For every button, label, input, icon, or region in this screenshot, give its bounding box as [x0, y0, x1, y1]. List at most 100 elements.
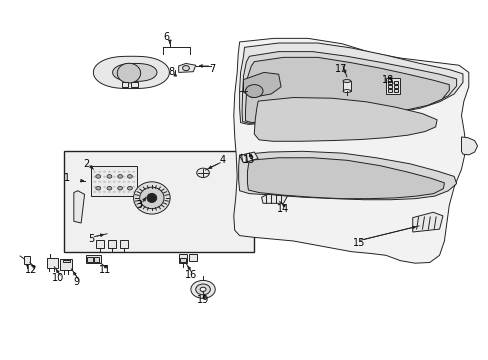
Polygon shape: [412, 212, 442, 232]
Circle shape: [118, 181, 121, 183]
Circle shape: [98, 181, 101, 183]
Circle shape: [245, 85, 263, 98]
Circle shape: [113, 186, 116, 188]
Text: 16: 16: [184, 270, 197, 280]
Text: 9: 9: [73, 277, 79, 287]
Bar: [387, 81, 391, 84]
Text: 5: 5: [88, 234, 94, 244]
Ellipse shape: [342, 80, 350, 82]
Bar: [87, 257, 93, 262]
Bar: [387, 89, 391, 92]
Text: 13: 13: [243, 155, 255, 165]
Bar: [86, 255, 101, 263]
Circle shape: [132, 191, 135, 193]
Text: 6: 6: [163, 32, 169, 41]
Circle shape: [103, 186, 106, 188]
Polygon shape: [247, 158, 444, 199]
Circle shape: [127, 191, 130, 193]
Polygon shape: [242, 51, 456, 123]
Circle shape: [132, 176, 135, 178]
Polygon shape: [96, 240, 103, 248]
Circle shape: [196, 168, 209, 177]
Bar: [60, 259, 72, 270]
Text: 15: 15: [352, 238, 365, 248]
Circle shape: [118, 176, 121, 178]
Circle shape: [108, 176, 111, 178]
Circle shape: [195, 284, 210, 295]
Circle shape: [122, 176, 125, 178]
Circle shape: [98, 171, 101, 173]
Circle shape: [103, 191, 106, 193]
Circle shape: [127, 186, 130, 188]
Circle shape: [122, 171, 125, 173]
Circle shape: [127, 186, 132, 190]
Text: 3: 3: [136, 200, 142, 210]
Circle shape: [103, 176, 106, 178]
Circle shape: [93, 186, 96, 188]
Circle shape: [122, 181, 125, 183]
Circle shape: [98, 191, 101, 193]
Bar: [131, 82, 138, 87]
Ellipse shape: [117, 63, 141, 83]
Text: 1: 1: [63, 173, 69, 183]
Text: 18: 18: [382, 75, 394, 85]
Text: 10: 10: [52, 273, 64, 283]
Circle shape: [107, 175, 112, 178]
Circle shape: [200, 287, 205, 292]
Polygon shape: [112, 63, 157, 81]
Circle shape: [113, 181, 116, 183]
Circle shape: [96, 175, 101, 178]
Bar: [24, 256, 30, 264]
Circle shape: [182, 66, 189, 71]
Bar: [64, 151, 254, 252]
Polygon shape: [233, 39, 468, 263]
Ellipse shape: [342, 90, 350, 93]
Circle shape: [98, 176, 101, 178]
Polygon shape: [239, 43, 462, 125]
Circle shape: [103, 181, 106, 183]
Text: 17: 17: [334, 64, 346, 74]
Bar: [62, 260, 70, 262]
Circle shape: [132, 186, 135, 188]
Circle shape: [122, 186, 125, 188]
Circle shape: [103, 171, 106, 173]
Circle shape: [108, 181, 111, 183]
Bar: [342, 81, 350, 91]
Bar: [393, 85, 397, 88]
Polygon shape: [120, 240, 128, 248]
Bar: [393, 81, 397, 84]
Circle shape: [108, 191, 111, 193]
Circle shape: [96, 186, 101, 190]
Circle shape: [127, 181, 130, 183]
Circle shape: [127, 176, 130, 178]
Circle shape: [93, 171, 96, 173]
Text: 14: 14: [277, 204, 289, 214]
Polygon shape: [93, 56, 169, 89]
Polygon shape: [261, 194, 287, 203]
Circle shape: [132, 171, 135, 173]
Polygon shape: [254, 98, 436, 141]
Polygon shape: [239, 152, 258, 163]
Circle shape: [108, 186, 111, 188]
Polygon shape: [238, 151, 456, 200]
Polygon shape: [74, 191, 84, 223]
Bar: [189, 254, 196, 261]
Polygon shape: [178, 63, 195, 72]
Circle shape: [127, 175, 132, 178]
Circle shape: [118, 186, 122, 190]
Circle shape: [113, 176, 116, 178]
Circle shape: [107, 186, 112, 190]
Bar: [393, 89, 397, 92]
Ellipse shape: [140, 187, 163, 209]
Bar: [47, 258, 58, 268]
Bar: [387, 85, 391, 88]
Circle shape: [190, 280, 215, 298]
Circle shape: [132, 181, 135, 183]
Polygon shape: [108, 240, 116, 248]
Circle shape: [127, 171, 130, 173]
Ellipse shape: [147, 193, 157, 202]
Ellipse shape: [133, 182, 170, 214]
Bar: [122, 82, 128, 87]
Circle shape: [93, 176, 96, 178]
Text: 4: 4: [219, 155, 225, 165]
